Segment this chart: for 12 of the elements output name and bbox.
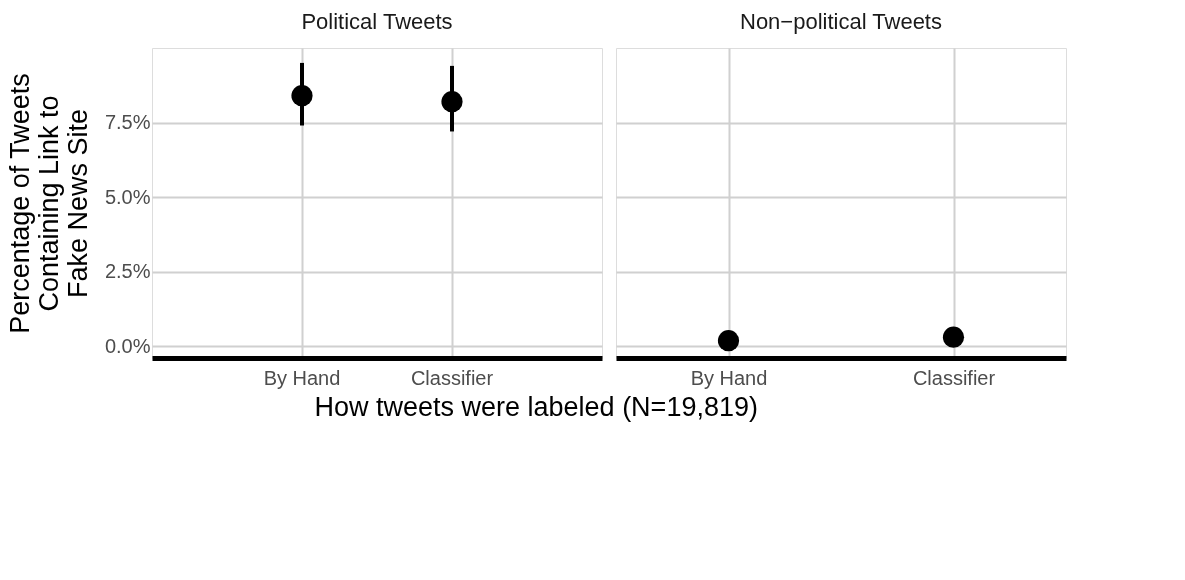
x-tick-label: Classifier bbox=[912, 366, 996, 389]
y-tick-label: 7.5% bbox=[104, 111, 151, 134]
chart-title: Political Tweets bbox=[301, 9, 453, 34]
x-tick-label: By Hand bbox=[263, 366, 341, 389]
chart-title: Non−political Tweets bbox=[740, 9, 942, 34]
x-tick-label: Classifier bbox=[410, 366, 494, 389]
x-tick-label: By Hand bbox=[690, 366, 768, 389]
y-axis-title: Percentage of Tweets Containing Link to Fake News Site bbox=[4, 73, 93, 334]
y-tick-label: 0.0% bbox=[104, 334, 151, 357]
y-tick-label: 5.0% bbox=[104, 185, 151, 208]
x-axis-title: How tweets were labeled (N=19,819) bbox=[314, 391, 758, 422]
y-tick-label: 2.5% bbox=[104, 260, 151, 283]
